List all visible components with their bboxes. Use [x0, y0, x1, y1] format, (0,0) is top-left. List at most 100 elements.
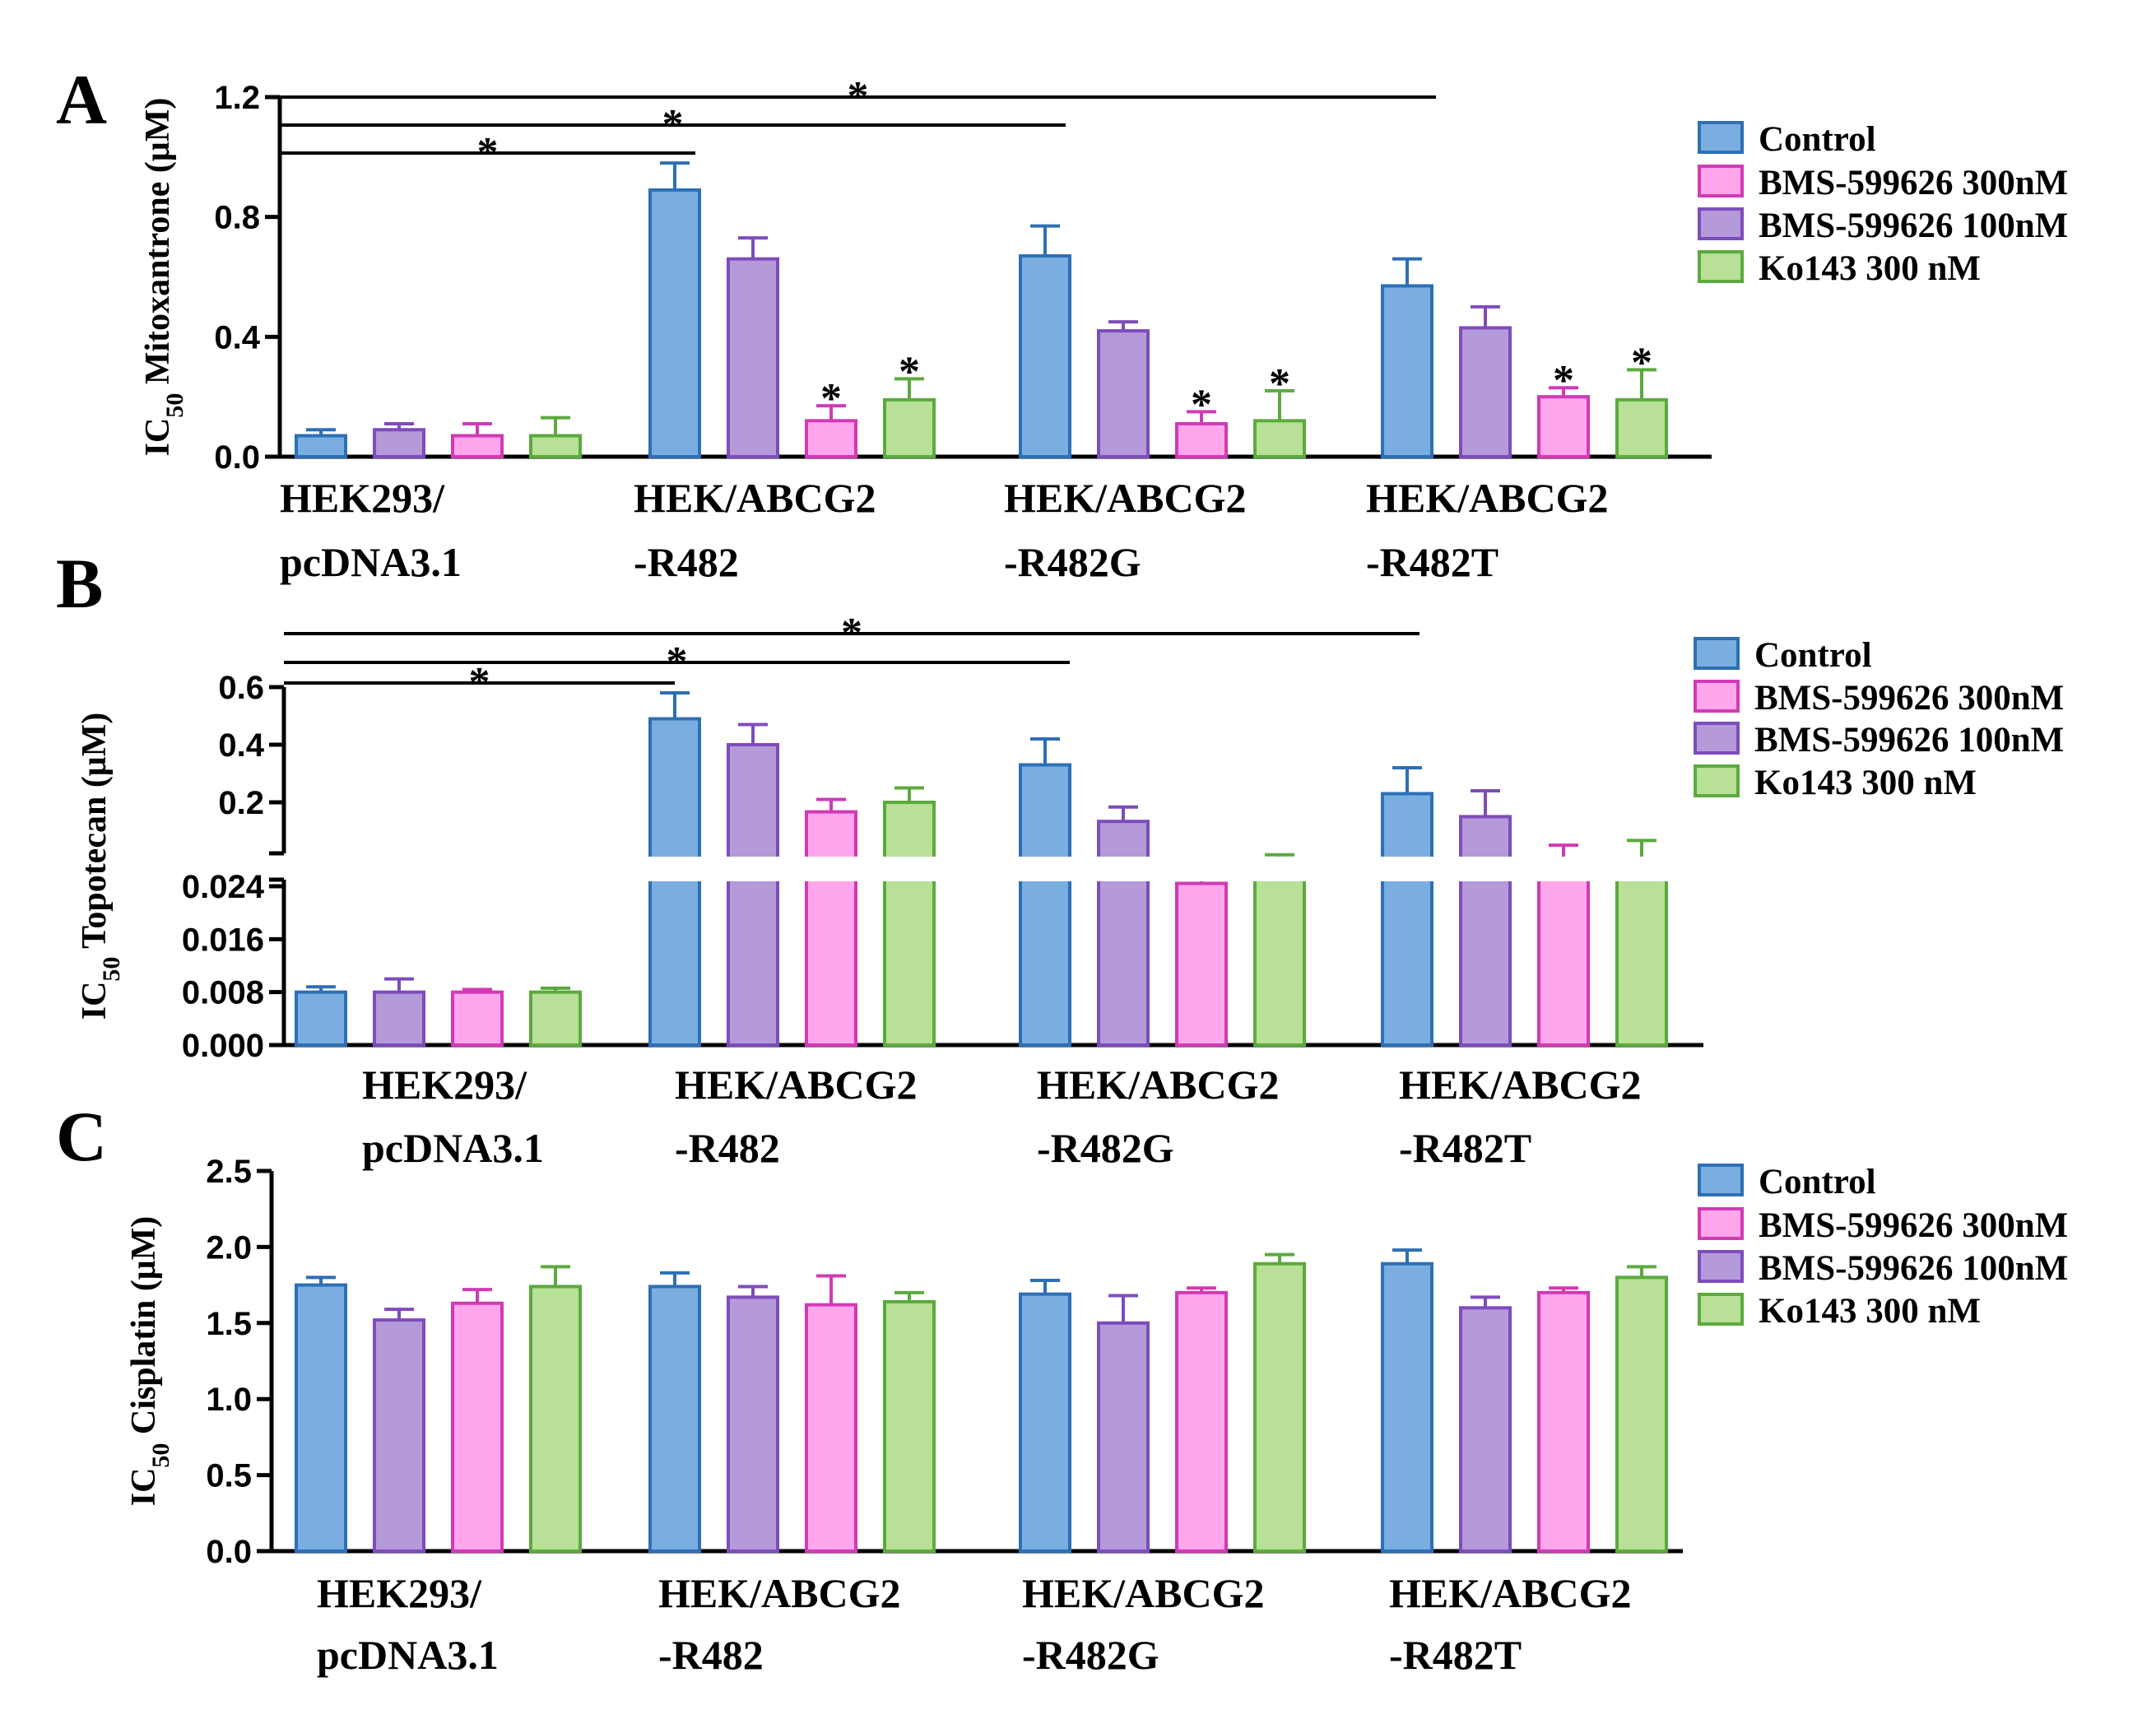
- bar-bms-599626-100nm-0: [373, 1318, 425, 1553]
- bar-bms-599626-300nm-3: [1537, 862, 1590, 1048]
- y-tick-label: 0.016: [182, 922, 264, 958]
- legend-swatch-bms-599626-300nm: [1698, 165, 1744, 197]
- y-tick-label: 0.024: [182, 869, 265, 905]
- panel-label-b: B: [56, 544, 103, 623]
- bar-ko143-300-nm-3: [1615, 1275, 1668, 1553]
- bar-bms-599626-300nm-1: [805, 1303, 857, 1554]
- legend-label-bms-599626-100nm: BMS-599626 100nM: [1759, 207, 2068, 245]
- legend-swatch-control: [1698, 121, 1744, 154]
- category-label: -R482G: [1004, 539, 1141, 585]
- panel-label-c: C: [56, 1097, 107, 1176]
- significance-star: *: [1553, 357, 1574, 404]
- bar-ko143-300-nm-2: [1253, 871, 1306, 1047]
- bar-bms-599626-100nm-1: [727, 257, 779, 458]
- bracket-star: *: [477, 129, 499, 176]
- category-label: pcDNA3.1: [280, 539, 462, 585]
- bar-ko143-300-nm-0: [529, 990, 582, 1047]
- category-label: HEK/ABCG2: [1022, 1570, 1264, 1616]
- panel-b: B IC50 Topotecan (μM) 0.000 0.008 0.016 0.024…: [56, 544, 2064, 1171]
- y-tick-label: 2.0: [206, 1229, 252, 1266]
- y-tick-label: 0.8: [214, 200, 260, 236]
- y-tick-label: 0.4: [218, 727, 264, 764]
- category-label: HEK/ABCG2: [675, 1062, 917, 1108]
- bar-control-2: [1019, 254, 1071, 458]
- legend-label-control: Control: [1759, 1163, 1876, 1201]
- bar-bms-599626-100nm-3: [1459, 326, 1512, 458]
- bracket-star: *: [667, 639, 688, 685]
- bar-bms-599626-300nm-2: [1175, 1290, 1228, 1553]
- legend-swatch-bms-599626-300nm: [1698, 1207, 1744, 1240]
- bar-bms-599626-300nm-3: [1537, 395, 1590, 458]
- bar-bms-599626-100nm-2: [1097, 329, 1150, 458]
- bar-bms-599626-100nm-2: [1097, 820, 1150, 1047]
- bar-ko143-300-nm-0: [529, 434, 582, 459]
- bar-control-0: [295, 1283, 347, 1553]
- bar-bms-599626-100nm-1: [727, 743, 779, 1047]
- category-label: -R482T: [1366, 539, 1499, 585]
- bar-bms-599626-100nm-2: [1097, 1321, 1150, 1554]
- legend-label-control: Control: [1759, 120, 1876, 159]
- legend-swatch-ko143-300-nm: [1698, 250, 1744, 283]
- significance-star: *: [1191, 381, 1212, 428]
- bar-bms-599626-300nm-2: [1175, 881, 1228, 1047]
- significance-star: *: [820, 375, 842, 422]
- legend-label-ko143-300-nm: Ko143 300 nM: [1759, 1292, 1981, 1331]
- category-label: -R482T: [1399, 1125, 1531, 1171]
- category-label: -R482: [675, 1125, 780, 1171]
- category-label: pcDNA3.1: [317, 1632, 499, 1678]
- bar-ko143-300-nm-3: [1615, 871, 1668, 1047]
- bracket-star: *: [848, 73, 869, 120]
- bar-bms-599626-300nm-0: [451, 434, 504, 459]
- bar-ko143-300-nm-1: [883, 397, 936, 458]
- category-label: HEK293/: [362, 1062, 527, 1108]
- bar-control-0: [295, 434, 347, 459]
- bar-bms-599626-100nm-0: [373, 990, 425, 1047]
- panel-label-a: A: [56, 60, 107, 139]
- y-tick-label: 1.5: [206, 1306, 252, 1342]
- bar-bms-599626-300nm-3: [1537, 1290, 1590, 1553]
- bar-bms-599626-300nm-0: [451, 1301, 504, 1553]
- bar-bms-599626-300nm-1: [805, 419, 857, 458]
- bar-ko143-300-nm-1: [883, 1299, 936, 1553]
- y-tick-label: 0.4: [214, 319, 260, 355]
- legend-swatch-control: [1694, 637, 1740, 670]
- y-axis-title: IC50 Topotecan (μM): [76, 713, 125, 1020]
- category-label: HEK/ABCG2: [634, 475, 876, 521]
- legend-swatch-bms-599626-100nm: [1694, 722, 1740, 755]
- legend-label-ko143-300-nm: Ko143 300 nM: [1759, 249, 1981, 288]
- bar-ko143-300-nm-2: [1253, 419, 1306, 458]
- significance-star: *: [1631, 339, 1652, 386]
- y-tick-label: 0.008: [182, 975, 264, 1011]
- y-tick-label: 2.5: [206, 1154, 252, 1190]
- legend-swatch-ko143-300-nm: [1698, 1293, 1744, 1326]
- category-label: pcDNA3.1: [362, 1125, 544, 1171]
- legend-label-bms-599626-300nm: BMS-599626 300nM: [1759, 164, 2068, 202]
- bar-control-3: [1381, 792, 1433, 1047]
- bar-ko143-300-nm-2: [1253, 1261, 1306, 1554]
- legend-label-bms-599626-100nm: BMS-599626 100nM: [1759, 1249, 2068, 1288]
- bar-ko143-300-nm-3: [1615, 397, 1668, 458]
- bar-control-3: [1381, 284, 1433, 458]
- bar-bms-599626-300nm-1: [805, 810, 857, 1047]
- bar-control-2: [1019, 1292, 1071, 1553]
- bar-control-2: [1019, 763, 1071, 1047]
- bar-ko143-300-nm-1: [883, 801, 936, 1047]
- y-tick-label: 1.2: [214, 80, 260, 116]
- category-label: HEK/ABCG2: [1004, 475, 1246, 521]
- category-label: HEK293/: [280, 475, 445, 521]
- legend-label-bms-599626-300nm: BMS-599626 300nM: [1754, 679, 2064, 718]
- y-tick-label: 1.0: [206, 1382, 252, 1418]
- bar-control-1: [648, 1285, 701, 1553]
- category-label: HEK/ABCG2: [1389, 1570, 1631, 1616]
- y-tick-label: 0.5: [206, 1458, 252, 1494]
- legend-label-bms-599626-100nm: BMS-599626 100nM: [1754, 721, 2064, 760]
- bracket-star: *: [469, 659, 490, 706]
- bracket-star: *: [662, 101, 684, 148]
- y-axis-title: IC50 Mitoxantrone (μM): [139, 98, 188, 457]
- bar-bms-599626-100nm-0: [373, 428, 425, 458]
- category-label: -R482T: [1389, 1632, 1522, 1678]
- category-label: -R482G: [1037, 1125, 1174, 1171]
- bar-bms-599626-100nm-1: [727, 1295, 779, 1554]
- category-label: -R482: [658, 1632, 764, 1678]
